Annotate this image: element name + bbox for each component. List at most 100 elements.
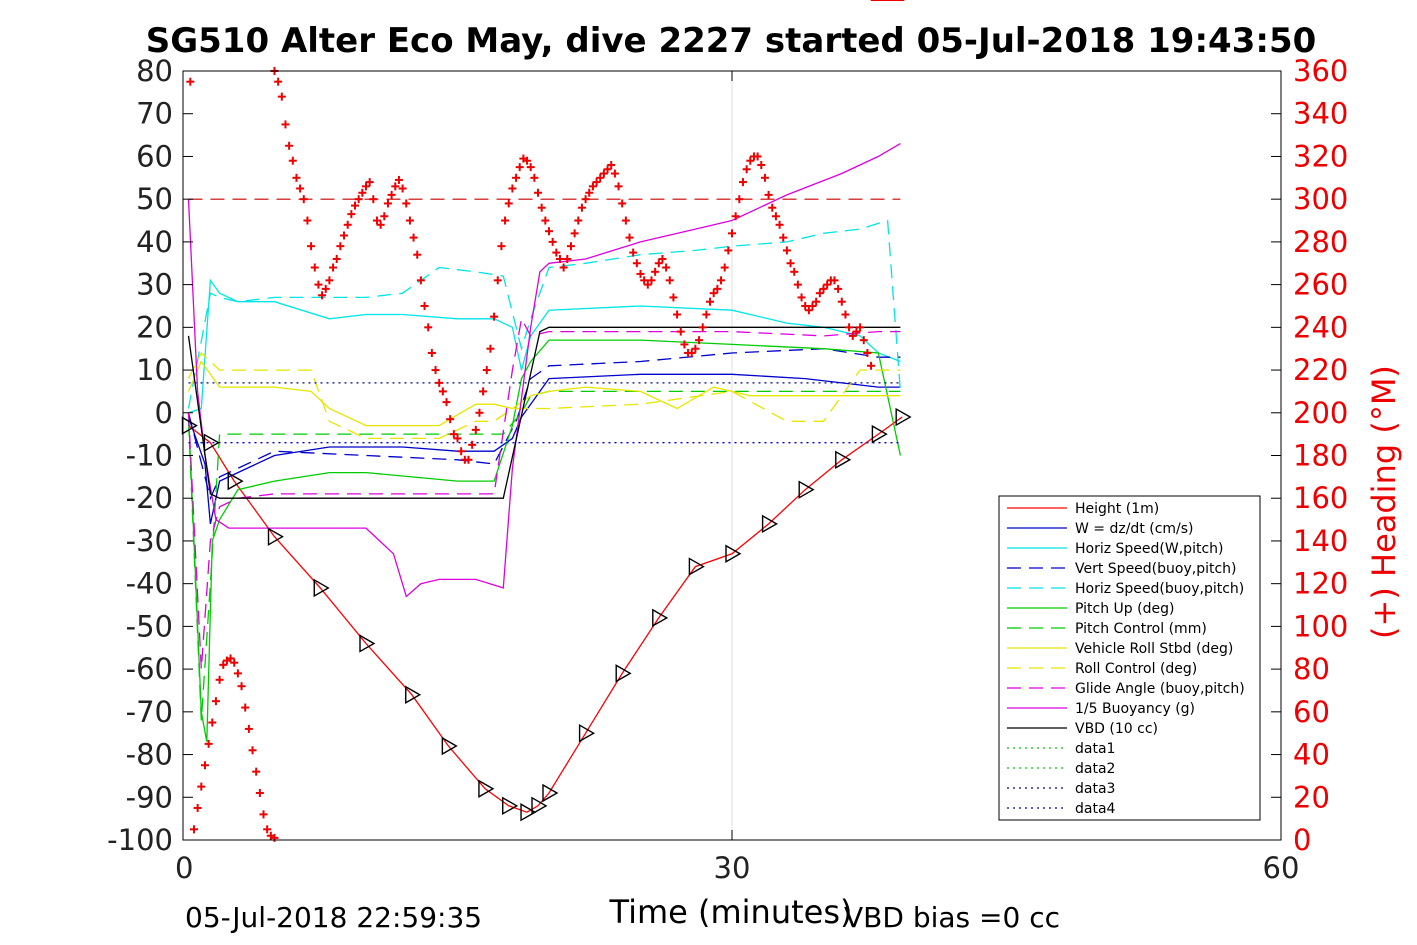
heading-point [585,188,594,197]
height-marker [531,796,548,816]
chart-title: SG510 Alter Eco May, dive 2227 started 0… [146,21,1317,61]
heading-point [863,348,872,357]
heading-point [625,233,634,242]
heading-point [446,415,455,424]
heading-point [442,398,451,407]
heading-point [731,212,740,221]
heading-point [277,92,286,101]
y2-tick-label: 280 [1293,225,1348,259]
heading-point [270,833,279,842]
legend-label: Vert Speed(buoy,pitch) [1075,561,1237,577]
heading-point [724,246,733,255]
heading-point [709,289,718,298]
heading-point [746,156,755,165]
heading-point [383,199,392,208]
heading-point [680,340,689,349]
heading-point [515,163,524,172]
heading-point [325,276,334,285]
heading-point [545,227,553,236]
x-tick-label: 0 [175,851,193,885]
y2-tick-label: 40 [1293,738,1330,772]
heading-point [347,210,356,219]
heading-point [790,267,799,276]
series-line [187,326,901,499]
heading-point [296,184,305,193]
heading-point [486,344,495,353]
heading-point [698,323,707,332]
heading-point [610,169,619,178]
series-layer [187,143,903,813]
heading-point [548,237,557,246]
heading-point [577,203,586,212]
height-marker [615,664,632,683]
y-tick-label: -90 [126,780,173,814]
heading-point [695,336,704,345]
y-tick-label: -50 [126,609,173,643]
heading-point [321,284,330,293]
heading-point [413,250,422,259]
heading-point [449,430,458,439]
heading-point [830,276,839,285]
heading-point [636,269,645,278]
heading-point [464,455,473,464]
y-tick-label: 60 [136,139,173,173]
legend-label: Pitch Up (deg) [1075,601,1174,617]
y2-tick-label: 220 [1293,353,1348,387]
legend-label: Glide Angle (buoy,pitch) [1075,681,1245,697]
y-tick-label: -70 [126,695,173,729]
legend-label: Vehicle Roll Stbd (deg) [1075,641,1233,657]
heading-point [618,199,627,208]
heading-point [808,301,817,310]
heading-point [793,280,802,289]
y-tick-label: -100 [107,823,173,857]
y-tick-label: 20 [136,310,173,344]
heading-point [248,746,257,755]
heading-point [720,263,729,272]
heading-point [717,276,726,285]
y2-tick-label: 300 [1293,182,1348,216]
height-marker [895,407,912,427]
heading-point [394,175,403,184]
y2-tick-label: 60 [1293,695,1330,729]
heading-point [424,323,433,332]
heading-point [435,378,444,387]
height-marker [725,544,742,563]
heading-point [391,182,400,191]
y-tick-label: -30 [126,524,173,558]
heading-point [669,293,678,302]
heading-point [775,220,784,229]
heading-point [797,293,806,302]
heading-point [643,280,652,289]
y-axis-left: 80 70 60 50 40 30 20 10 0 -10 -20 -30 -40 -50 -60 -70 -8… [107,54,1281,857]
heading-point [570,229,579,238]
height-marker [502,796,519,816]
heading-point [380,212,389,221]
y2-tick-label: 260 [1293,268,1348,302]
legend-label: Roll Control (deg) [1075,661,1197,677]
heading-point [197,782,206,791]
y-axis-right: 3603403203002802602402202001801601401201… [1293,54,1348,857]
heading-point [314,280,323,289]
heading-point [230,658,239,667]
legend-label: VBD (10 cc) [1075,721,1158,737]
heading-point [233,669,242,678]
heading-point [457,447,466,456]
heading-point [336,242,345,251]
heading-point [365,178,374,187]
y-tick-label: 30 [136,268,173,302]
series-line [188,416,903,813]
heading-point [398,184,407,193]
heading-point [607,160,616,169]
y2-tick-label: 0 [1293,823,1311,857]
heading-point [493,276,502,285]
heading-point [453,434,462,443]
y2-tick-label: 360 [1293,54,1348,88]
legend-label: 1/5 Buoyancy (g) [1075,701,1195,717]
heading-point [541,216,550,225]
heading-point [782,246,791,255]
heading-point [563,254,572,263]
height-marker [267,527,284,546]
series-line [187,390,901,721]
heading-point [713,284,722,293]
